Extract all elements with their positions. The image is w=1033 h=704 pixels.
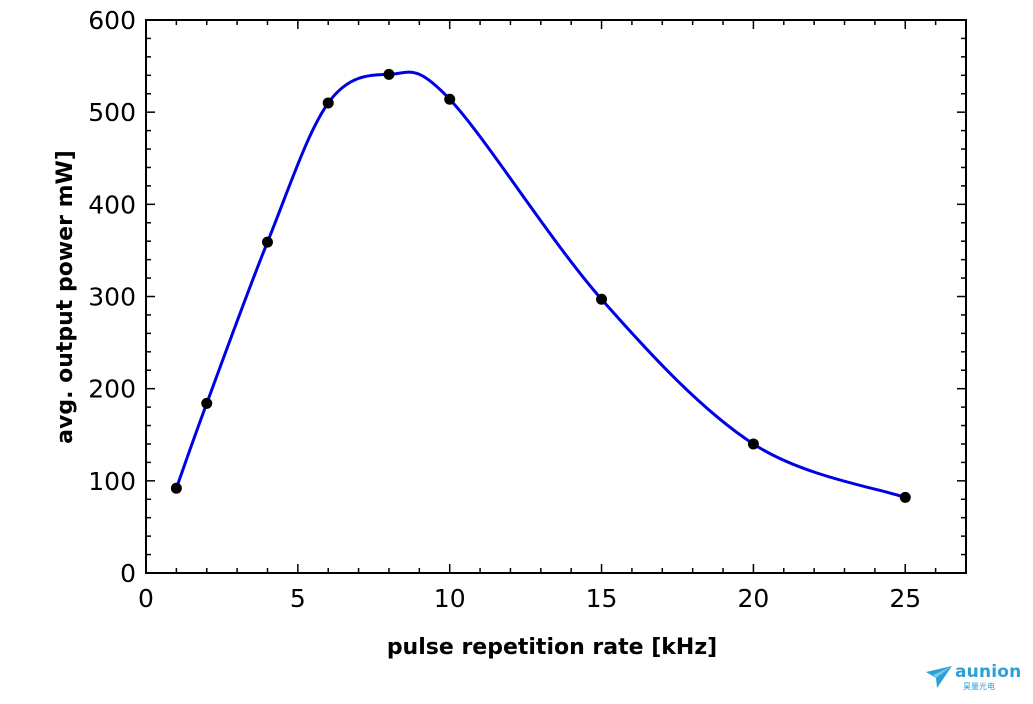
fit-curve <box>174 70 906 499</box>
y-tick-label: 300 <box>88 283 136 312</box>
x-tick-label: 15 <box>586 584 618 613</box>
x-tick-label: 20 <box>738 584 770 613</box>
data-point <box>201 397 213 409</box>
y-tick-label: 500 <box>88 98 136 127</box>
x-tick-label: 25 <box>889 584 921 613</box>
data-point <box>747 438 759 450</box>
x-tick-label: 0 <box>138 584 154 613</box>
data-point <box>899 491 911 503</box>
data-point <box>383 68 395 80</box>
x-tick-label: 10 <box>434 584 466 613</box>
data-point <box>261 236 273 248</box>
x-tick-label: 5 <box>290 584 306 613</box>
y-axis-title: avg. output power mW] <box>53 150 78 444</box>
brand-subtitle: 昊量光电 <box>963 682 995 691</box>
brand-name: aunion <box>955 662 1022 682</box>
data-point <box>322 97 334 109</box>
data-point <box>444 93 456 105</box>
plot-frame <box>145 19 967 574</box>
y-tick-label: 200 <box>88 375 136 404</box>
logo-icon <box>926 666 952 688</box>
y-tick-label: 400 <box>88 190 136 219</box>
brand-watermark: aunion 昊量光电 <box>925 662 1023 692</box>
y-tick-label: 600 <box>88 6 136 35</box>
x-axis-title: pulse repetition rate [kHz] <box>387 635 717 660</box>
y-tick-label: 100 <box>88 467 136 496</box>
y-tick-label: 0 <box>120 559 136 588</box>
data-point <box>170 482 182 494</box>
data-point <box>596 293 608 305</box>
